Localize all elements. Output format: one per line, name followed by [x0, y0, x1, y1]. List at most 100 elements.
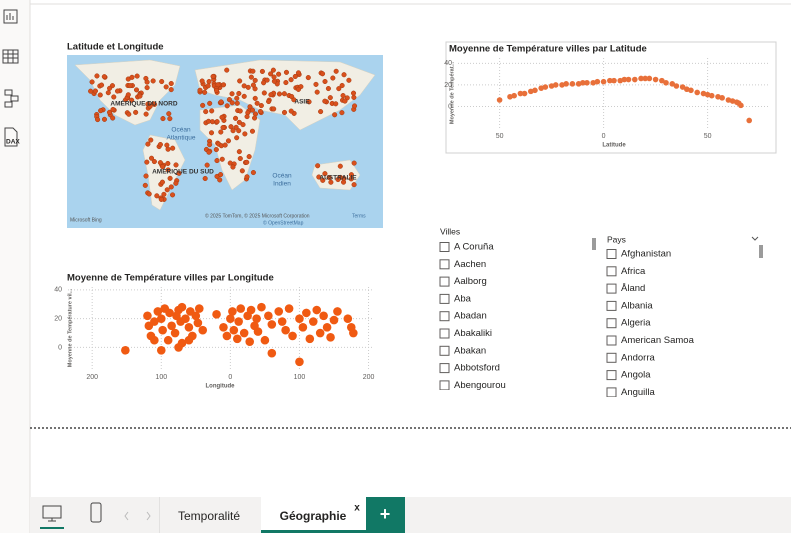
- checkbox[interactable]: [439, 345, 450, 356]
- x-tick-label: 100: [155, 374, 167, 381]
- slicer-item[interactable]: Aachen: [454, 259, 486, 270]
- point: [659, 77, 665, 84]
- tab-label[interactable]: Temporalité: [178, 509, 240, 523]
- slicer-item[interactable]: Aba: [454, 293, 472, 304]
- model-icon[interactable]: [4, 89, 13, 96]
- slicer-item[interactable]: Åland: [621, 283, 645, 294]
- checkbox[interactable]: [606, 283, 617, 294]
- checkbox[interactable]: [606, 318, 617, 329]
- x-tick-label: 0: [228, 374, 232, 381]
- point: [267, 320, 277, 329]
- slicer-item[interactable]: Algeria: [621, 318, 651, 329]
- point: [264, 311, 273, 321]
- map-label: AUSTRALIE: [319, 175, 357, 182]
- point: [165, 308, 174, 318]
- checkbox[interactable]: [606, 335, 617, 346]
- x-tick-label: 50: [496, 133, 504, 140]
- point: [719, 95, 725, 101]
- report-icon[interactable]: [3, 9, 18, 24]
- point: [669, 81, 676, 87]
- point: [184, 322, 194, 332]
- checkbox[interactable]: [439, 328, 450, 339]
- y-tick-label: 40: [54, 287, 62, 294]
- point: [652, 76, 659, 83]
- tab-active[interactable]: [261, 497, 366, 533]
- slicer-item[interactable]: Abadan: [454, 311, 487, 322]
- slicer-item[interactable]: Afghanistan: [621, 249, 671, 260]
- map-title: Latitude et Longitude: [67, 42, 164, 53]
- slicer-item[interactable]: Angola: [621, 370, 651, 381]
- add-tab-label[interactable]: +: [380, 504, 391, 524]
- point: [302, 308, 311, 318]
- slicer-item[interactable]: Aalborg: [454, 276, 487, 287]
- chart-title: Moyenne de Température villes par Longit…: [67, 273, 274, 284]
- checkbox[interactable]: [439, 242, 450, 252]
- tab[interactable]: [160, 497, 261, 533]
- point: [584, 79, 590, 86]
- slicer-item[interactable]: Abakaliki: [454, 328, 492, 339]
- scrollbar[interactable]: [592, 238, 596, 250]
- slicer-item[interactable]: American Samoa: [621, 335, 695, 346]
- checkbox[interactable]: [439, 311, 450, 322]
- add-tab[interactable]: [366, 497, 405, 533]
- point: [156, 345, 166, 355]
- checkbox[interactable]: [606, 387, 617, 397]
- checkbox[interactable]: [439, 293, 450, 304]
- dax-label: DAX: [6, 139, 20, 146]
- point: [569, 81, 576, 87]
- point: [222, 331, 232, 341]
- point: [232, 334, 242, 344]
- y-tick-label: 40: [444, 60, 452, 67]
- scrollbar[interactable]: [759, 245, 763, 258]
- slicer-dropdown[interactable]: [751, 236, 759, 241]
- point: [158, 325, 167, 335]
- map-osm[interactable]: © OpenStreetMap: [263, 219, 304, 226]
- point: [298, 322, 308, 332]
- slicer-item[interactable]: Abbotsford: [454, 363, 500, 374]
- slicer-item[interactable]: Africa: [621, 266, 646, 277]
- slicer-item[interactable]: Anguilla: [621, 387, 656, 398]
- checkbox[interactable]: [439, 363, 450, 374]
- tab-indicator: [261, 530, 366, 533]
- point: [181, 314, 190, 323]
- point: [312, 305, 322, 315]
- visual-border: [445, 41, 777, 154]
- point: [315, 328, 325, 338]
- point: [194, 304, 204, 313]
- x-axis-label: Latitude: [602, 143, 626, 149]
- map-label: Océan: [272, 173, 292, 180]
- point: [295, 314, 304, 323]
- checkbox[interactable]: [606, 352, 617, 363]
- slicer-item[interactable]: A Coruña: [454, 242, 494, 253]
- checkbox[interactable]: [606, 249, 617, 259]
- point: [239, 328, 249, 338]
- slicer-list: A Coruña Aachen Aalborg Aba Abadan Abakaliki A…: [439, 242, 506, 391]
- checkbox[interactable]: [439, 259, 450, 270]
- slicer-item[interactable]: Abengourou: [454, 380, 506, 391]
- slicer-item[interactable]: Albania: [621, 300, 653, 311]
- point: [253, 327, 263, 336]
- dax-icon[interactable]: [4, 127, 18, 147]
- checkbox[interactable]: [606, 370, 617, 381]
- slicer-item[interactable]: Abakan: [454, 345, 486, 356]
- tab-label[interactable]: Géographie: [280, 509, 347, 523]
- tab-close[interactable]: x: [354, 503, 360, 514]
- chart-title: Moyenne de Température villes par Latitu…: [449, 44, 647, 55]
- point: [193, 318, 203, 328]
- checkbox[interactable]: [439, 380, 450, 390]
- table-icon[interactable]: [2, 49, 19, 64]
- point: [642, 75, 648, 82]
- map-terms[interactable]: Terms: [352, 213, 366, 219]
- checkbox[interactable]: [606, 300, 617, 311]
- slicer-item[interactable]: Andorra: [621, 352, 656, 363]
- checkbox[interactable]: [606, 266, 617, 277]
- point: [184, 335, 194, 345]
- point: [343, 314, 353, 323]
- x-tick-label: 100: [294, 374, 306, 381]
- mobile-view[interactable]: [90, 502, 102, 523]
- point: [625, 76, 632, 83]
- point: [150, 335, 159, 345]
- checkbox[interactable]: [439, 276, 450, 287]
- y-tick-label: 0: [58, 344, 62, 351]
- point: [673, 83, 680, 89]
